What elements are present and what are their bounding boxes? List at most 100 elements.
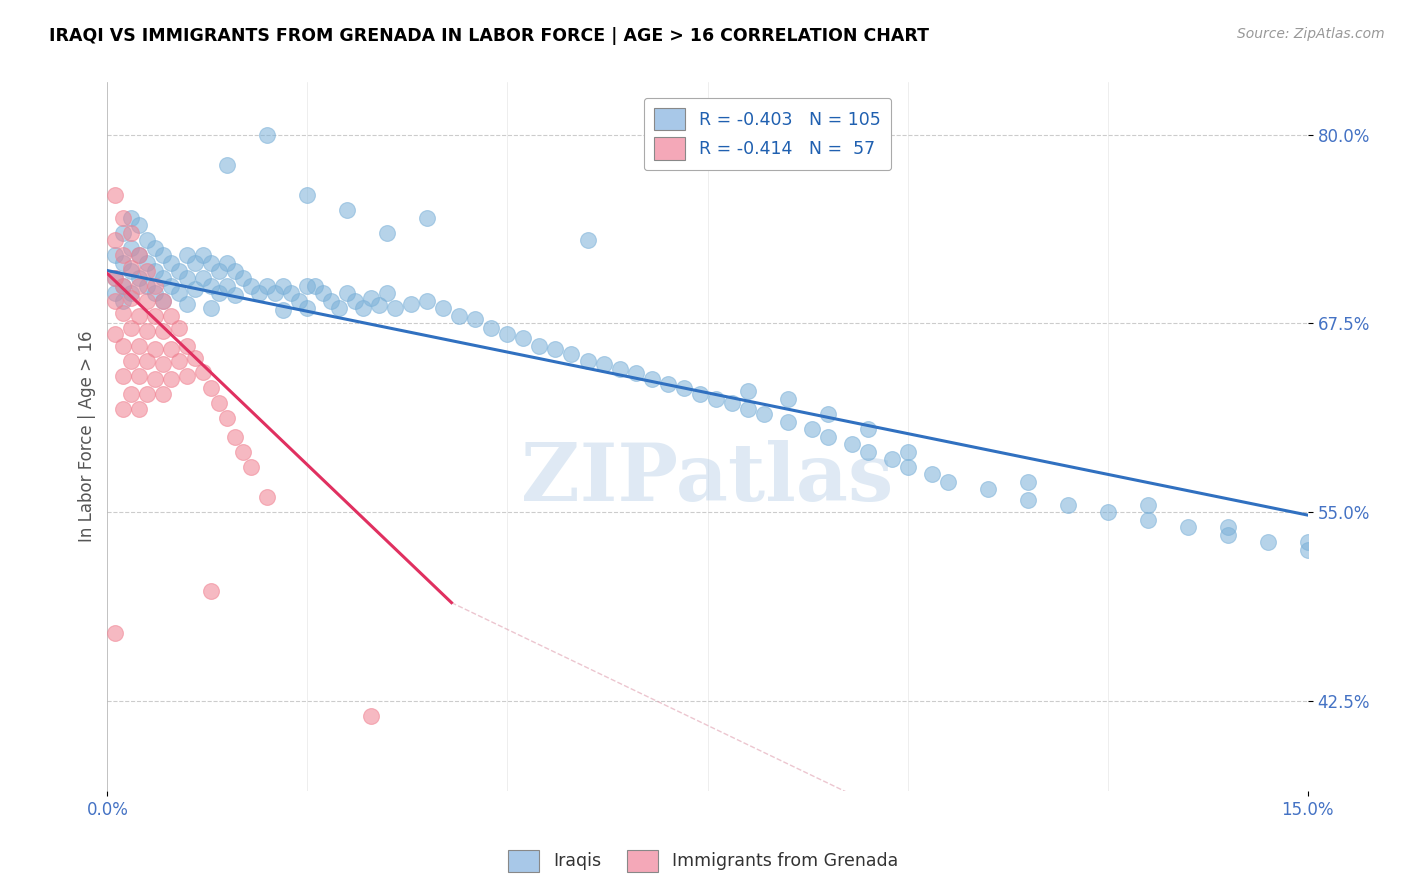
Point [184, 256, 207, 270]
Point [104, 271, 127, 285]
Point [104, 625, 127, 640]
Point [624, 366, 647, 380]
Point [817, 429, 839, 443]
Point [416, 293, 439, 308]
Point [112, 256, 135, 270]
Point [737, 384, 759, 399]
Point [297, 301, 319, 316]
Point [256, 278, 278, 293]
Point [720, 396, 742, 410]
Point [312, 286, 335, 301]
Point [800, 422, 823, 436]
Point [481, 321, 503, 335]
Point [112, 278, 135, 293]
Point [752, 407, 775, 421]
Point [640, 372, 662, 386]
Point [544, 342, 567, 356]
Point [737, 402, 759, 417]
Point [856, 444, 879, 458]
Point [208, 286, 231, 301]
Point [200, 256, 222, 270]
Point [120, 211, 142, 225]
Point [352, 301, 374, 316]
Point [176, 248, 198, 262]
Point [921, 467, 943, 482]
Point [112, 278, 135, 293]
Point [264, 286, 287, 301]
Point [1017, 493, 1039, 508]
Point [208, 263, 231, 277]
Point [152, 387, 174, 401]
Point [128, 309, 150, 323]
Point [897, 444, 920, 458]
Point [176, 297, 198, 311]
Point [136, 263, 159, 277]
Point [776, 415, 799, 429]
Point [136, 354, 159, 368]
Point [169, 354, 191, 368]
Point [145, 342, 167, 356]
Point [224, 287, 246, 301]
Point [193, 271, 215, 285]
Point [217, 411, 239, 425]
Point [136, 387, 159, 401]
Point [160, 309, 183, 323]
Text: Source: ZipAtlas.com: Source: ZipAtlas.com [1237, 27, 1385, 41]
Point [145, 309, 167, 323]
Point [776, 392, 799, 406]
Point [512, 331, 534, 345]
Point [1097, 505, 1119, 519]
Point [120, 260, 142, 275]
Point [152, 357, 174, 371]
Point [232, 444, 254, 458]
Point [112, 293, 135, 308]
Point [152, 293, 174, 308]
Point [288, 293, 311, 308]
Point [232, 271, 254, 285]
Point [169, 321, 191, 335]
Point [160, 342, 183, 356]
Point [704, 392, 727, 406]
Point [360, 708, 382, 723]
Point [184, 351, 207, 365]
Point [377, 286, 399, 301]
Point [120, 321, 142, 335]
Point [1296, 535, 1319, 549]
Point [128, 402, 150, 417]
Point [120, 226, 142, 240]
Point [1136, 498, 1159, 512]
Point [112, 369, 135, 384]
Point [145, 278, 167, 293]
Legend: R = -0.403   N = 105, R = -0.414   N =  57: R = -0.403 N = 105, R = -0.414 N = 57 [644, 98, 891, 170]
Point [344, 293, 367, 308]
Point [936, 475, 959, 489]
Point [1296, 542, 1319, 557]
Point [152, 248, 174, 262]
Point [128, 339, 150, 353]
Point [136, 256, 159, 270]
Point [152, 324, 174, 338]
Point [321, 293, 343, 308]
Point [152, 293, 174, 308]
Point [880, 452, 903, 467]
Point [200, 278, 222, 293]
Point [200, 583, 222, 598]
Point [841, 437, 863, 451]
Point [657, 376, 679, 391]
Point [328, 301, 350, 316]
Point [128, 369, 150, 384]
Text: IRAQI VS IMMIGRANTS FROM GRENADA IN LABOR FORCE | AGE > 16 CORRELATION CHART: IRAQI VS IMMIGRANTS FROM GRENADA IN LABO… [49, 27, 929, 45]
Point [112, 402, 135, 417]
Point [224, 429, 246, 443]
Point [104, 271, 127, 285]
Point [401, 297, 423, 311]
Point [112, 306, 135, 320]
Point [856, 422, 879, 436]
Point [1017, 475, 1039, 489]
Point [384, 301, 406, 316]
Point [112, 211, 135, 225]
Point [336, 203, 359, 218]
Point [184, 282, 207, 296]
Point [120, 263, 142, 277]
Point [176, 271, 198, 285]
